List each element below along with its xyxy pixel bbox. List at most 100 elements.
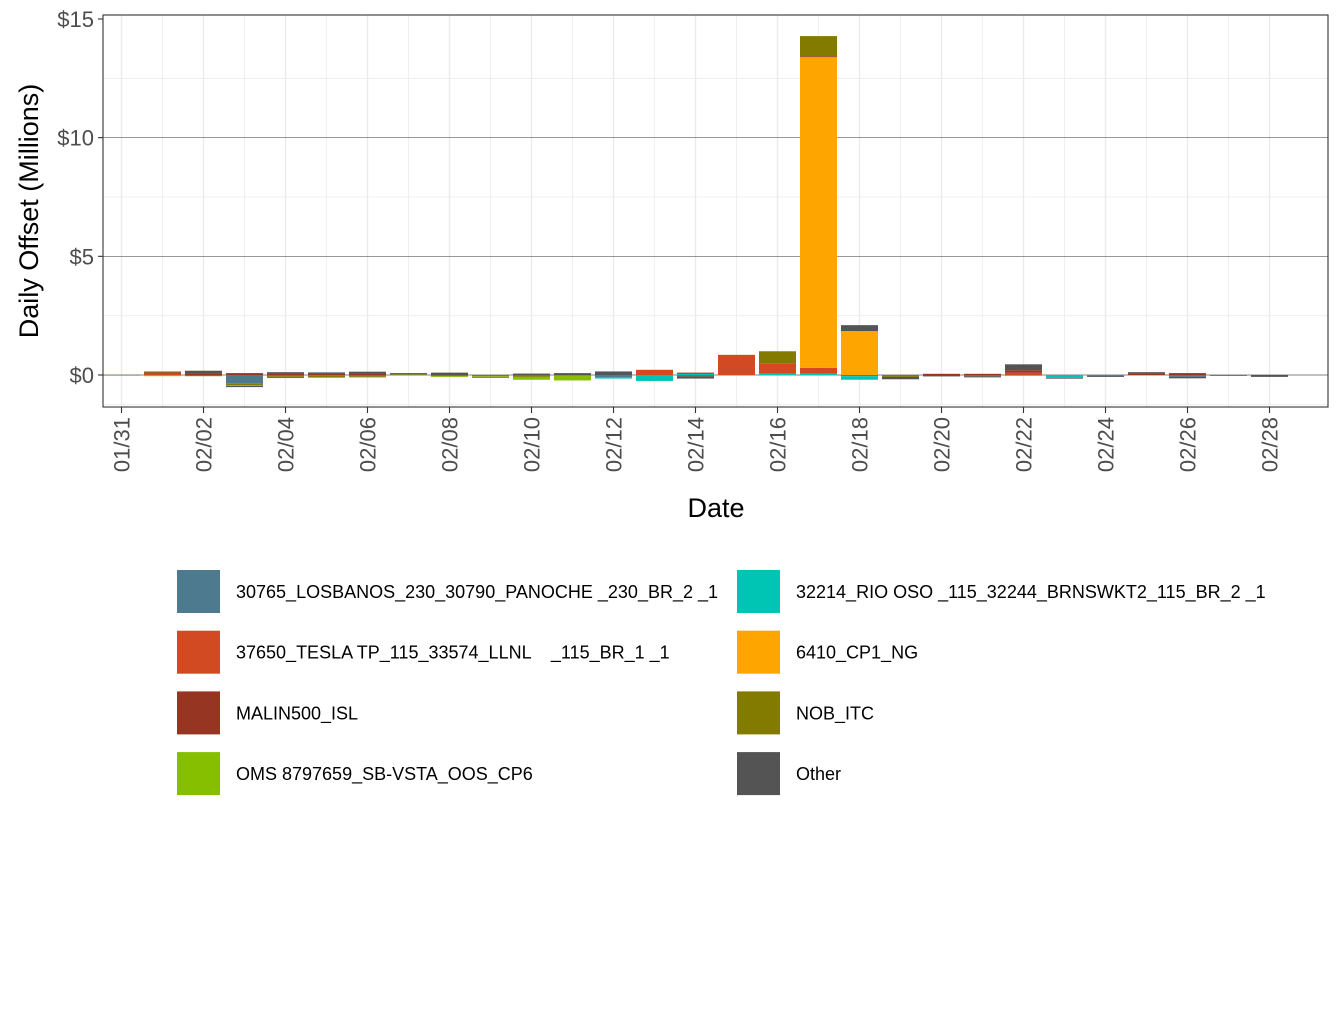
bar-segment <box>144 375 181 377</box>
bar-segment <box>759 363 796 374</box>
bar-segment <box>882 375 919 377</box>
x-tick-label: 02/10 <box>520 417 545 472</box>
bar-segment <box>308 373 345 375</box>
bar-segment <box>841 375 878 377</box>
bar-segment <box>1005 364 1042 371</box>
bar-segment <box>964 375 1001 377</box>
x-tick-label: 01/31 <box>110 417 135 472</box>
x-tick-label: 02/22 <box>1012 417 1037 472</box>
bar-segment <box>308 375 345 378</box>
plot-panel-border <box>102 14 1329 408</box>
bar-segment <box>513 375 550 377</box>
bar-segment <box>718 354 755 375</box>
bar-segment <box>800 373 837 375</box>
bar-segment <box>226 383 263 386</box>
legend-key <box>737 630 780 674</box>
bar-segment <box>144 373 181 375</box>
legend: 30765_LOSBANOS_230_30790_PANOCHE _230_BR… <box>177 570 1266 796</box>
bar-segment <box>349 375 386 377</box>
bar-segment <box>1005 375 1042 376</box>
bar-segment <box>554 373 591 375</box>
bar-segment <box>841 325 878 332</box>
bar-segment <box>1169 376 1206 379</box>
legend-key <box>177 570 220 613</box>
bar-segment <box>964 376 1001 378</box>
y-axis-title: Daily Offset (Millions) <box>14 84 44 339</box>
bar-segment <box>1087 375 1124 376</box>
bar-segment <box>1046 377 1083 379</box>
bar-segment <box>1046 375 1083 378</box>
bar-segment <box>472 375 509 377</box>
bar-segment <box>841 376 878 380</box>
bar-segment <box>185 370 222 374</box>
legend-label: Other <box>796 764 841 784</box>
bar-segment <box>882 376 919 380</box>
grid <box>103 15 1328 407</box>
bar-segment <box>472 376 509 377</box>
bar-segment <box>595 375 632 378</box>
x-tick-label: 02/14 <box>684 417 709 472</box>
x-tick-label: 02/18 <box>848 417 873 472</box>
bar-segment <box>308 372 345 374</box>
legend-label: 6410_CP1_NG <box>796 643 918 664</box>
bar-segment <box>554 375 591 376</box>
bar-segment <box>431 376 468 377</box>
bar-segment <box>431 372 468 375</box>
legend-key <box>177 691 220 735</box>
bar-segment <box>144 372 181 374</box>
bar-segment <box>390 373 427 375</box>
bar-segment <box>1005 370 1042 373</box>
bar-segment <box>226 385 263 388</box>
legend-label: 32214_RIO OSO _115_32244_BRNSWKT2_115_BR… <box>796 582 1266 603</box>
bar-segment <box>267 375 304 377</box>
bar-segment <box>554 375 591 381</box>
bar-segment <box>226 373 263 375</box>
bar-segment <box>103 375 140 376</box>
bar-segment <box>185 375 222 377</box>
legend-label: 30765_LOSBANOS_230_30790_PANOCHE _230_BR… <box>236 582 718 603</box>
x-axis: 01/31 02/02 02/04 02/06 02/08 02/10 02/12 02/14… <box>110 407 1283 472</box>
bar-segment <box>1087 375 1124 377</box>
bar-segment <box>349 376 386 378</box>
x-tick-label: 02/12 <box>602 417 627 472</box>
legend-key <box>177 630 220 674</box>
bar-segment <box>431 375 468 377</box>
legend-label: NOB_ITC <box>796 703 874 724</box>
y-tick-label: $15 <box>57 7 94 32</box>
x-tick-label: 02/08 <box>438 417 463 472</box>
bar-segment <box>513 376 550 380</box>
bar-segment <box>513 373 550 375</box>
y-tick-label: $5 <box>70 244 94 269</box>
bar-segment <box>472 376 509 378</box>
legend-label: 37650_TESLA TP_115_33574_LLNL _115_BR_1 … <box>236 643 670 664</box>
bar-segment <box>1005 372 1042 375</box>
x-tick-label: 02/20 <box>930 417 955 472</box>
legend-key <box>737 691 780 735</box>
x-tick-label: 02/16 <box>766 417 791 472</box>
bar-segment <box>267 376 304 379</box>
x-tick-label: 02/02 <box>192 417 217 472</box>
bar-segment <box>1251 375 1288 377</box>
bar-segment <box>923 375 960 377</box>
bar-segment <box>800 367 837 374</box>
bar-segment <box>800 56 837 58</box>
legend-label: OMS 8797659_SB-VSTA_OOS_CP6 <box>236 764 533 785</box>
bar-segment <box>923 373 960 375</box>
y-tick-label: $10 <box>57 126 94 151</box>
bar-segment <box>964 373 1001 375</box>
bar-segment <box>1210 375 1247 376</box>
bar-segment <box>800 56 837 368</box>
x-tick-label: 02/28 <box>1258 417 1283 472</box>
legend-key <box>737 752 780 796</box>
y-axis: $0 $5 $10 $15 <box>57 7 103 388</box>
bar-segment <box>1169 375 1206 377</box>
bar-segment <box>677 372 714 374</box>
bars <box>103 36 1288 388</box>
bar-segment <box>267 372 304 374</box>
bar-segment <box>636 369 673 375</box>
bar-segment <box>636 375 673 381</box>
bar-segment <box>595 371 632 375</box>
bar-segment <box>759 351 796 364</box>
